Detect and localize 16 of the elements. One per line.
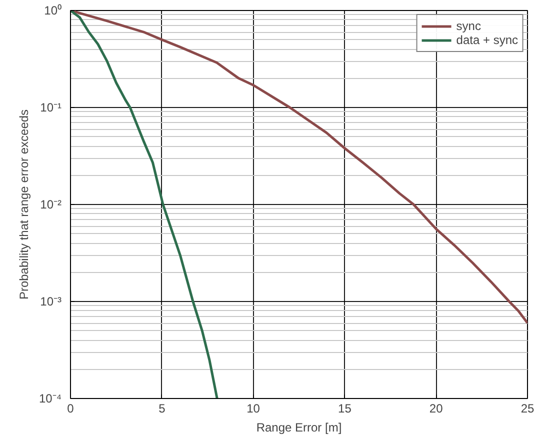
y-tick-label: 10⁻¹	[40, 100, 62, 114]
x-tick-label: 0	[67, 402, 74, 416]
legend-label: sync	[456, 19, 481, 33]
y-tick-label: 10⁰	[44, 4, 62, 18]
x-tick-label: 25	[520, 402, 534, 416]
y-axis-title: Probability that range error exceeds	[16, 109, 31, 300]
x-tick-label: 15	[338, 402, 352, 416]
line-series	[70, 10, 528, 324]
x-tick-label: 10	[246, 402, 260, 416]
legend-label: data + sync	[456, 33, 518, 47]
y-tick-label: 10⁻³	[40, 294, 62, 308]
y-tick-label: 10⁻²	[40, 198, 62, 212]
x-tick-label: 5	[158, 402, 166, 416]
x-axis-title: Range Error [m]	[256, 420, 342, 434]
x-tick-label: 20	[429, 402, 444, 416]
y-tick-label: 10⁻⁴	[38, 392, 62, 406]
